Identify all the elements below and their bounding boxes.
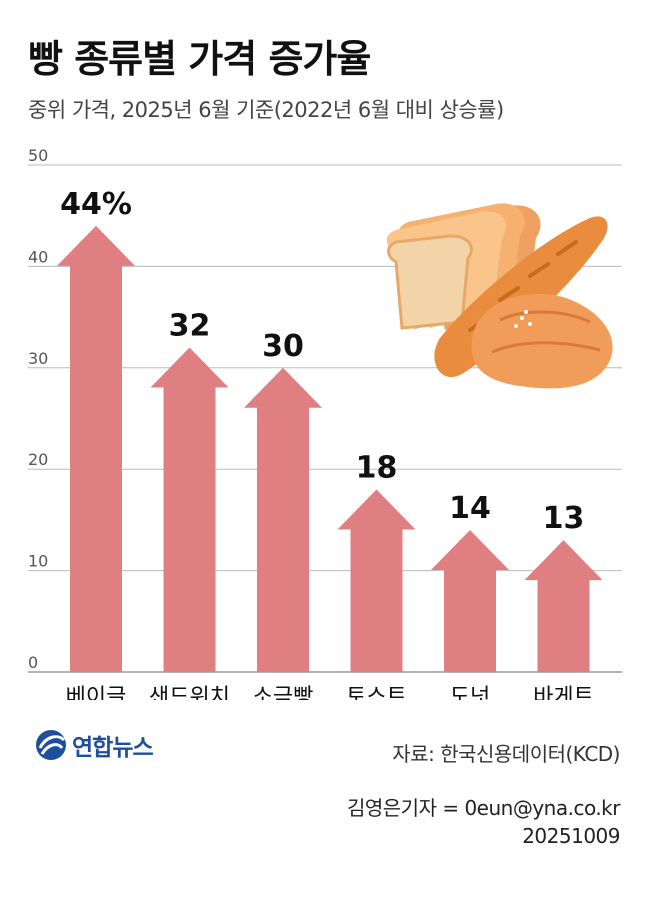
bar-arrow xyxy=(337,489,416,672)
y-tick-label: 0 xyxy=(28,653,38,672)
category-label: 베이글 xyxy=(66,685,127,700)
bar-value-label: 14 xyxy=(449,491,491,526)
bar-value-label: 30 xyxy=(262,329,304,364)
reporter-credit: 김영은기자 = 0eun@yna.co.kr xyxy=(346,796,621,820)
category-label: 소금빵 xyxy=(253,685,314,700)
bar-arrow xyxy=(244,367,322,672)
bar-value-label: 13 xyxy=(543,501,585,536)
bread-illustration-icon xyxy=(386,203,613,389)
category-label: 샌드위치 xyxy=(149,685,230,700)
category-label: 도넛 xyxy=(450,685,490,700)
bar-arrow xyxy=(57,225,135,672)
credit-date: 20251009 xyxy=(522,824,620,848)
bar-value-label: 44% xyxy=(60,187,132,222)
bar-arrow xyxy=(150,347,229,672)
credit-block: 김영은기자 = 0eun@yna.co.kr 20251009 xyxy=(346,794,621,850)
yonhap-logo: 연합뉴스 xyxy=(34,728,154,762)
bar-value-label: 32 xyxy=(169,309,211,344)
y-tick-label: 20 xyxy=(28,450,48,469)
bar-arrow xyxy=(524,540,603,672)
category-label: 토스트 xyxy=(346,685,407,700)
chart-title: 빵 종류별 가격 증가율 xyxy=(28,37,371,81)
y-tick-labels: 0 10 20 30 40 50 xyxy=(28,146,48,672)
category-label: 바게트 xyxy=(533,685,594,700)
bar-chart: 0 10 20 30 40 50 44% 32 30 18 14 13 베이글 샌드위치 소금빵 토스트 도… xyxy=(28,146,622,700)
y-tick-label: 30 xyxy=(28,349,48,368)
source-text: 자료: 한국신용데이터(KCD) xyxy=(392,742,620,766)
y-tick-label: 10 xyxy=(28,552,48,571)
y-tick-label: 40 xyxy=(28,247,48,266)
bar-arrow xyxy=(431,530,509,672)
logo-text: 연합뉴스 xyxy=(72,735,154,761)
y-tick-label: 50 xyxy=(28,146,48,165)
chart-subtitle: 중위 가격, 2025년 6월 기준(2022년 6월 대비 상승률) xyxy=(28,98,504,122)
globe-logo-icon xyxy=(36,730,66,760)
bar-value-label: 18 xyxy=(356,450,398,485)
